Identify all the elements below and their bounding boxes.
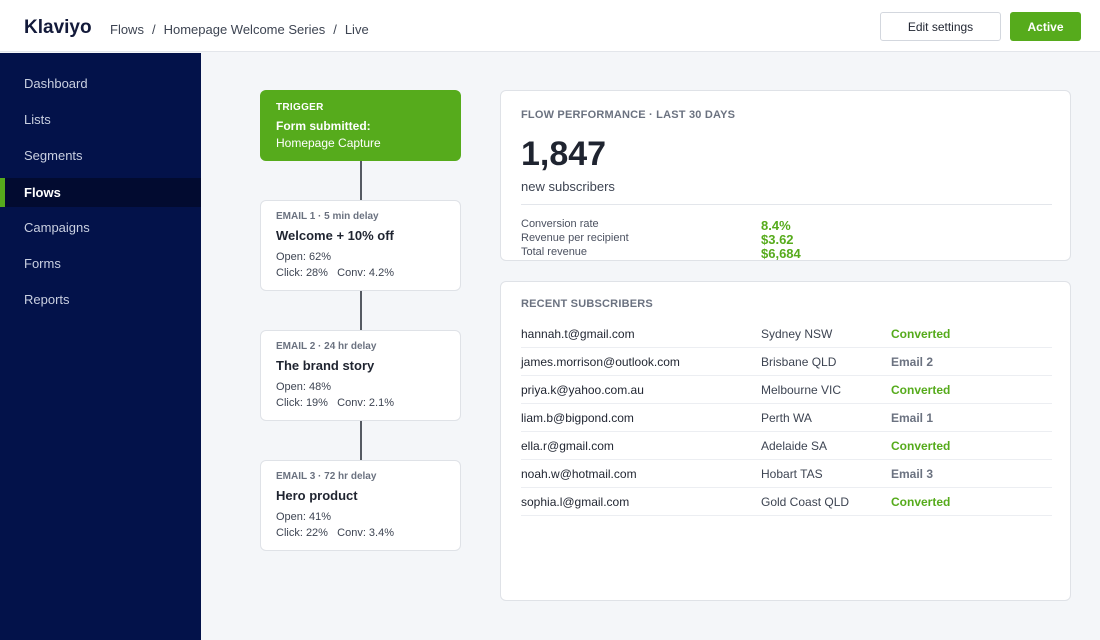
email-click-rate: Click: 22% — [276, 527, 328, 539]
subscriber-email[interactable]: ella.r@gmail.com — [521, 439, 614, 453]
subscriber-location: Gold Coast QLD — [761, 495, 850, 509]
subscriber-email[interactable]: hannah.t@gmail.com — [521, 327, 635, 341]
sidebar-item-campaigns[interactable]: Campaigns — [24, 220, 90, 235]
email-card-title: Welcome + 10% off — [276, 228, 394, 243]
breadcrumb: Flows / Homepage Welcome Series / Live — [110, 22, 369, 37]
app-logo[interactable]: Klaviyo — [24, 17, 92, 38]
subscriber-email[interactable]: liam.b@bigpond.com — [521, 411, 634, 425]
email-card-title: Hero product — [276, 488, 358, 503]
metric-label-total-revenue: Total revenue — [521, 246, 588, 258]
flow-connector — [360, 421, 362, 460]
metric-label-rpr: Revenue per recipient — [521, 232, 629, 244]
subscriber-status-badge: Converted — [891, 327, 951, 341]
email-card-header: EMAIL 1 · 5 min delay — [276, 211, 379, 222]
active-status-button[interactable]: Active — [1010, 12, 1081, 41]
sidebar-item-segments[interactable]: Segments — [24, 148, 83, 163]
flow-trigger-card[interactable]: TRIGGER Form submitted: Homepage Capture — [260, 90, 461, 161]
trigger-title: Form submitted: — [276, 119, 371, 133]
metric-value-conversion: 8.4% — [761, 218, 791, 233]
email-click-rate: Click: 19% — [276, 397, 328, 409]
sidebar-item-flows[interactable]: Flows — [0, 178, 201, 207]
flow-email-card-3[interactable]: EMAIL 3 · 72 hr delay Hero product Open:… — [260, 460, 461, 551]
email-card-title: The brand story — [276, 358, 375, 373]
subscriber-location: Melbourne VIC — [761, 383, 842, 397]
breadcrumb-flow-name[interactable]: Homepage Welcome Series — [163, 22, 326, 37]
metric-value-rpr: $3.62 — [761, 232, 794, 247]
breadcrumb-status: Live — [344, 22, 369, 37]
subscriber-email[interactable]: noah.w@hotmail.com — [521, 467, 637, 481]
email-card-stats: Open: 41% Click: 22% Conv: 3.4% — [276, 509, 445, 541]
trigger-label: TRIGGER — [276, 102, 324, 113]
email-card-stats: Open: 48% Click: 19% Conv: 2.1% — [276, 379, 445, 411]
flow-email-card-2[interactable]: EMAIL 2 · 24 hr delay The brand story Op… — [260, 330, 461, 421]
email-conv-rate: Conv: 2.1% — [337, 397, 395, 409]
edit-settings-button[interactable]: Edit settings — [880, 12, 1001, 41]
email-open-rate: Open: 62% — [276, 251, 332, 263]
sidebar: Dashboard Lists Segments Flows Campaigns… — [0, 53, 201, 640]
subscriber-count: 1,847 — [521, 135, 607, 173]
table-row[interactable]: noah.w@hotmail.com Hobart TAS Email 3 — [521, 460, 1052, 488]
subscriber-location: Perth WA — [761, 411, 812, 425]
recent-subscribers-panel: RECENT SUBSCRIBERS hannah.t@gmail.com Syd… — [500, 281, 1071, 601]
subscriber-status-badge: Email 3 — [891, 467, 934, 481]
trigger-subtitle: Homepage Capture — [276, 136, 381, 150]
sidebar-item-reports[interactable]: Reports — [24, 292, 70, 307]
email-card-header: EMAIL 3 · 72 hr delay — [276, 471, 377, 482]
performance-title: FLOW PERFORMANCE · LAST 30 DAYS — [521, 109, 736, 121]
email-click-conv: Click: 28% Conv: 4.2% — [276, 265, 445, 281]
metric-label-conversion: Conversion rate — [521, 218, 599, 230]
email-open-rate: Open: 48% — [276, 381, 332, 393]
flow-connector — [360, 291, 362, 330]
top-bar: Klaviyo Flows / Homepage Welcome Series … — [0, 0, 1100, 52]
email-card-stats: Open: 62% Click: 28% Conv: 4.2% — [276, 249, 445, 281]
subscriber-status-badge: Converted — [891, 439, 951, 453]
table-row[interactable]: ella.r@gmail.com Adelaide SA Converted — [521, 432, 1052, 460]
sidebar-item-lists[interactable]: Lists — [24, 112, 51, 127]
flow-email-card-1[interactable]: EMAIL 1 · 5 min delay Welcome + 10% off … — [260, 200, 461, 291]
email-card-header: EMAIL 2 · 24 hr delay — [276, 341, 377, 352]
email-click-conv: Click: 22% Conv: 3.4% — [276, 525, 445, 541]
subscriber-email[interactable]: james.morrison@outlook.com — [521, 355, 680, 369]
subscriber-status-badge: Email 2 — [891, 355, 934, 369]
flow-connector — [360, 161, 362, 200]
subscriber-status-badge: Converted — [891, 383, 951, 397]
subscriber-status-badge: Email 1 — [891, 411, 934, 425]
email-click-conv: Click: 19% Conv: 2.1% — [276, 395, 445, 411]
sidebar-item-dashboard[interactable]: Dashboard — [24, 76, 88, 91]
subscriber-status-badge: Converted — [891, 495, 951, 509]
table-row[interactable]: liam.b@bigpond.com Perth WA Email 1 — [521, 404, 1052, 432]
subscriber-email[interactable]: priya.k@yahoo.com.au — [521, 383, 644, 397]
sidebar-item-forms[interactable]: Forms — [24, 256, 61, 271]
flow-performance-panel: FLOW PERFORMANCE · LAST 30 DAYS 1,847 ne… — [500, 90, 1071, 261]
email-conv-rate: Conv: 3.4% — [337, 527, 395, 539]
subscriber-count-label: new subscribers — [521, 179, 615, 194]
breadcrumb-separator: / — [151, 22, 156, 37]
recent-subscribers-title: RECENT SUBSCRIBERS — [521, 298, 653, 310]
table-row[interactable]: james.morrison@outlook.com Brisbane QLD Em… — [521, 348, 1052, 376]
email-conv-rate: Conv: 4.2% — [337, 267, 395, 279]
table-row[interactable]: hannah.t@gmail.com Sydney NSW Converted — [521, 320, 1052, 348]
subscriber-location: Adelaide SA — [761, 439, 828, 453]
metric-value-total-revenue: $6,684 — [761, 246, 801, 261]
subscriber-location: Sydney NSW — [761, 327, 833, 341]
table-row[interactable]: priya.k@yahoo.com.au Melbourne VIC Convert… — [521, 376, 1052, 404]
subscriber-location: Hobart TAS — [761, 467, 823, 481]
email-open-rate: Open: 41% — [276, 511, 332, 523]
subscriber-location: Brisbane QLD — [761, 355, 837, 369]
divider — [521, 204, 1052, 205]
subscriber-email[interactable]: sophia.l@gmail.com — [521, 495, 630, 509]
email-click-rate: Click: 28% — [276, 267, 328, 279]
breadcrumb-flows[interactable]: Flows — [110, 22, 144, 37]
breadcrumb-separator: / — [333, 22, 337, 37]
table-row[interactable]: sophia.l@gmail.com Gold Coast QLD Converte… — [521, 488, 1052, 516]
